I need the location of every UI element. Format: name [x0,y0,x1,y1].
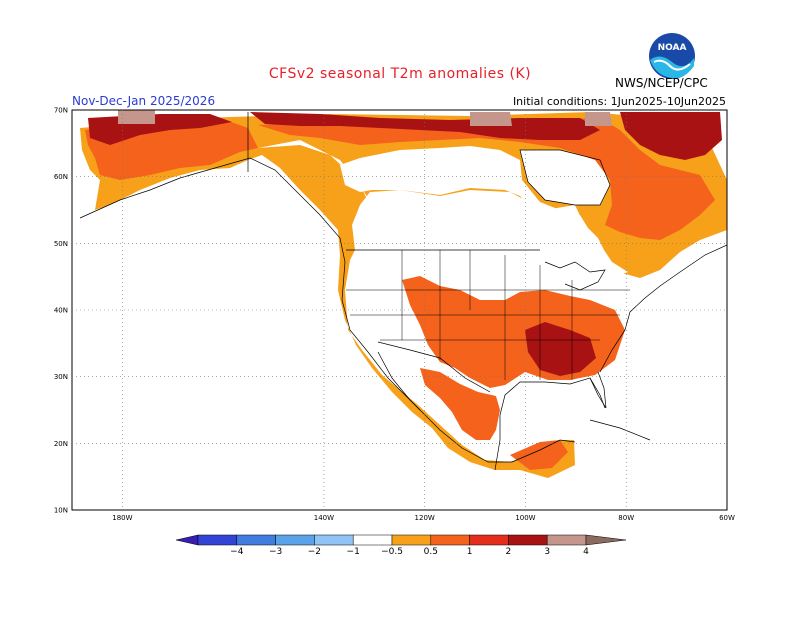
no-signal-hudson [520,150,610,205]
no-signal-great-lakes [505,250,650,300]
state-lines [346,250,630,380]
colorbar-label: 1 [467,547,473,557]
no-signal-canada [340,146,628,278]
colorbar-label: 2 [506,547,512,557]
colorbar-cell [469,534,509,546]
anomaly-region-3-4 [118,110,155,124]
colorbar-cell [430,534,470,546]
anomaly-region-2-3-arctic [250,112,600,140]
colorbar-cell [391,534,432,546]
colorbar-cell [275,534,315,546]
colorbar-label: 3 [544,547,550,557]
hudson-bay [519,149,611,206]
coastlines [79,112,727,471]
season-label: Nov-Dec-Jan 2025/2026 [72,94,216,108]
initial-conditions: Initial conditions: 1Jun2025-10Jun2025 [512,95,726,108]
colorbar-cell [197,534,238,546]
lat-label: 20N [54,440,68,448]
anomaly-region-2-3-east [620,112,722,160]
anomaly-region-1-2-mexico [420,368,500,440]
colorbar-cell [314,534,354,546]
cuba [589,419,651,441]
coastline-gulf [494,377,606,471]
colorbar-cell [352,534,393,546]
no-signal-canada-north [258,140,540,265]
map-title: CFSv2 seasonal T2m anomalies (K) [268,66,532,82]
lon-label: 180W [112,514,132,522]
lat-label: 40N [54,307,68,315]
lat-label: 30N [54,373,68,381]
coastline-east [599,244,727,373]
lat-label: 70N [54,107,68,115]
logo-text: NOAA [658,43,687,53]
coastline-west [79,157,576,463]
lat-label: 10N [54,507,68,515]
colorbar-cell [175,534,199,546]
great-lakes [544,261,606,291]
lat-label: 50N [54,240,68,248]
colorbar-cell [236,534,276,546]
lon-label: 120W [415,514,435,522]
colorbar-label: −4 [230,547,244,557]
colorbar-label: −3 [269,547,282,557]
lon-label: 100W [515,514,535,522]
noaa-logo: NOAA [649,33,695,79]
colorbar-cell [508,534,548,546]
colorbar-label: −1 [347,547,360,557]
colorbar-cell [585,534,627,546]
agency-label: NWS/NCEP/CPC [615,76,708,90]
colorbar-label: 4 [583,547,589,557]
colorbar-label: −0.5 [381,547,403,557]
colorbar-label: −2 [308,547,321,557]
anomaly-shading [80,110,727,478]
colorbar-label: 0.5 [424,547,438,557]
colorbar-cell [546,534,587,546]
baja [377,351,421,411]
anomaly-region-3-4-b [470,112,512,126]
anomaly-region-2-3-southeast [525,322,596,376]
anomaly-region-1-2-central [510,440,568,470]
anomaly-region-3-4-c [585,112,612,126]
axis-labels: 10N 20N 30N 40N 50N 60N 70N 180W 140W 120W 100W 80W… [54,107,735,523]
lon-label: 60W [719,514,735,522]
graticule [72,110,727,510]
colorbar: −4 −3 −2 −1 −0.5 0.5 1 2 3 4 [175,534,627,557]
florida [589,371,607,409]
anomaly-region-1-2-north [258,118,715,240]
lon-label: 140W [314,514,334,522]
lat-label: 60N [54,173,68,181]
lon-label: 80W [618,514,634,522]
